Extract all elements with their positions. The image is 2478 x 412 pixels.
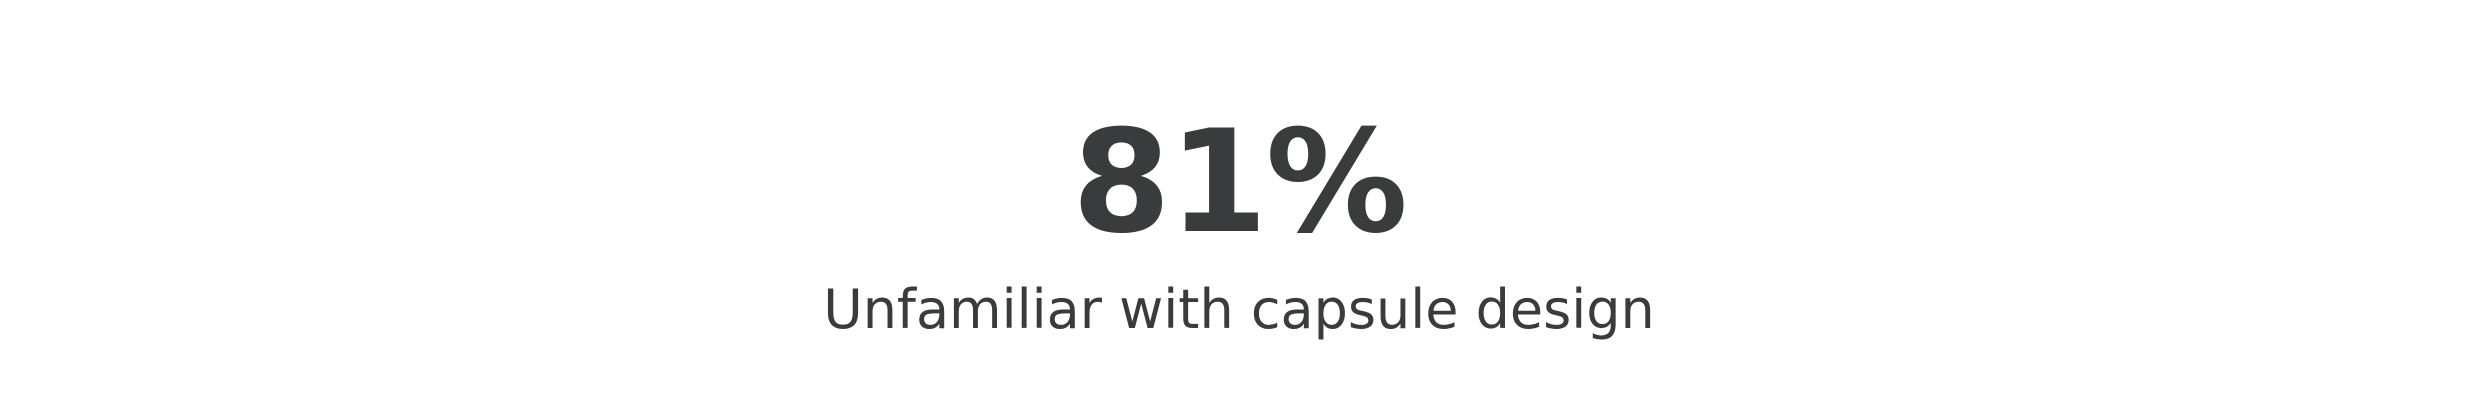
stat-value: 81% bbox=[0, 112, 2478, 254]
stat-label: Unfamiliar with capsule design bbox=[0, 278, 2478, 343]
